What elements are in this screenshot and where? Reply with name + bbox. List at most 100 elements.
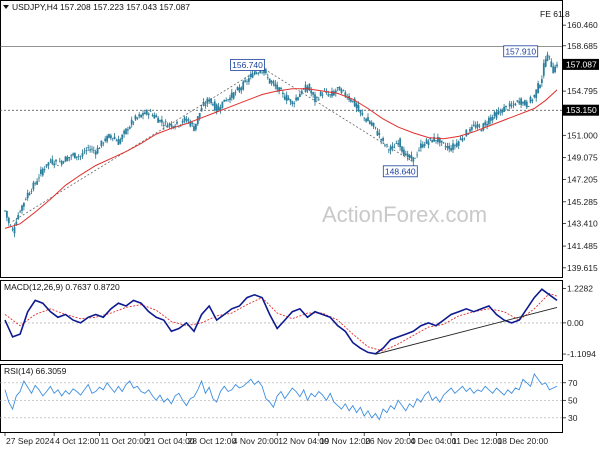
candle-body xyxy=(412,157,415,162)
candle-body xyxy=(316,97,318,98)
candle-body xyxy=(291,101,294,105)
candle-body xyxy=(512,103,515,105)
candle-body xyxy=(196,116,199,125)
candle-body xyxy=(293,103,296,104)
level-price-badge xyxy=(563,104,599,116)
candle-body xyxy=(110,135,112,139)
candle-body xyxy=(217,106,220,111)
candle-body xyxy=(334,90,337,93)
candle-body xyxy=(317,99,320,100)
candle-body xyxy=(79,156,82,157)
candle-body xyxy=(361,113,364,115)
candle-body xyxy=(41,168,44,176)
candle-body xyxy=(30,191,33,192)
candle-body xyxy=(444,146,447,148)
candle-body xyxy=(471,126,473,130)
candle-body xyxy=(459,138,462,140)
candle-body xyxy=(420,143,422,148)
candle-body xyxy=(446,146,449,148)
candle-body xyxy=(299,94,301,98)
candle-body xyxy=(357,105,360,112)
candle-body xyxy=(359,110,362,113)
candle-body xyxy=(482,123,485,131)
candle-body xyxy=(200,107,203,112)
candle-body xyxy=(255,72,258,74)
candle-body xyxy=(230,92,233,98)
price-annotation-label: 156.740 xyxy=(232,60,263,70)
candle-body xyxy=(374,126,377,128)
candle-body xyxy=(104,138,107,141)
candle-body xyxy=(393,147,396,149)
rsi-line xyxy=(4,373,558,421)
watermark: ActionForex.com xyxy=(322,202,487,227)
candle-body xyxy=(195,123,197,130)
macd-signal-line xyxy=(4,292,558,352)
candle-body xyxy=(427,141,430,146)
candle-body xyxy=(423,144,426,146)
candle-body xyxy=(425,139,428,144)
candle-body xyxy=(401,146,403,152)
macd-trend-line xyxy=(375,306,558,355)
candle-body xyxy=(151,115,154,116)
candle-body xyxy=(91,148,93,150)
candle-body xyxy=(138,114,141,117)
candle-body xyxy=(452,143,454,150)
candle-body xyxy=(53,163,56,166)
candle-body xyxy=(249,74,252,77)
candle-body xyxy=(556,64,558,67)
candle-body xyxy=(391,145,394,149)
candle-body xyxy=(113,136,116,140)
candle-body xyxy=(429,137,432,140)
candle-body xyxy=(4,210,6,212)
candle-body xyxy=(552,66,555,74)
candle-body xyxy=(147,113,150,116)
candle-body xyxy=(157,117,159,123)
price-annotation-label: 148.640 xyxy=(385,166,416,176)
candle-body xyxy=(465,129,468,137)
candle-body xyxy=(248,78,250,82)
candle-body xyxy=(289,99,292,102)
candle-body xyxy=(514,103,517,106)
candle-body xyxy=(272,81,275,84)
candle-body xyxy=(503,106,505,112)
candle-body xyxy=(351,100,354,102)
candle-body xyxy=(499,111,502,113)
candle-body xyxy=(85,150,88,151)
candle-body xyxy=(263,68,265,74)
candle-body xyxy=(363,117,366,119)
candle-body xyxy=(274,83,277,87)
candle-body xyxy=(17,215,20,219)
candle-body xyxy=(308,83,311,91)
candle-body xyxy=(125,128,127,134)
candle-body xyxy=(450,148,452,151)
candle-body xyxy=(380,139,383,141)
price-annotation-box xyxy=(503,45,539,58)
candle-body xyxy=(198,113,201,118)
candle-body xyxy=(215,104,218,112)
candle-body xyxy=(68,157,71,159)
candle-body xyxy=(501,109,504,113)
x-tick-label: 27 Sep 2024 xyxy=(6,436,54,446)
moving-average-line xyxy=(4,88,558,229)
candle-body xyxy=(58,161,61,162)
candle-body xyxy=(329,94,332,95)
y-tick-label: 158.685 xyxy=(567,41,598,51)
candle-body xyxy=(531,99,534,101)
y-tick-label: 143.410 xyxy=(567,219,598,229)
candle-body xyxy=(191,122,194,124)
candle-body xyxy=(350,99,352,102)
candle-body xyxy=(542,63,545,76)
candle-body xyxy=(544,59,547,67)
candle-body xyxy=(408,155,411,158)
candle-body xyxy=(108,134,110,138)
y-tick-label: 141.485 xyxy=(567,241,598,251)
macd-layer xyxy=(0,288,562,355)
candle-body xyxy=(185,119,188,122)
candle-body xyxy=(418,150,420,151)
candle-body xyxy=(524,100,526,106)
candle-body xyxy=(336,87,339,88)
x-tick-label: 12 Nov 04:00 xyxy=(278,436,329,446)
candle-body xyxy=(204,104,207,106)
symbol-dropdown-icon[interactable] xyxy=(3,5,9,9)
candle-body xyxy=(51,159,54,165)
